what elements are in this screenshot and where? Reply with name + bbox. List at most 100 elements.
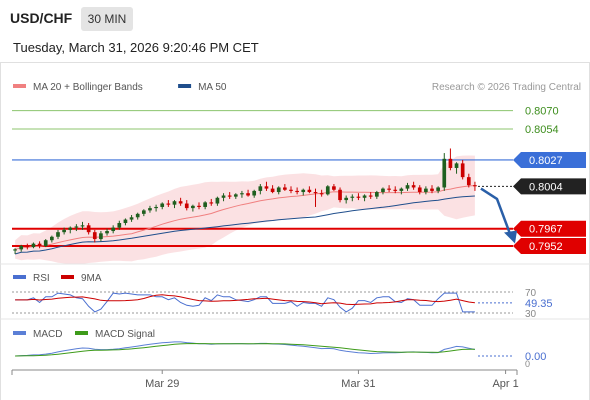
candle-body	[368, 195, 373, 197]
candle-body	[301, 189, 306, 193]
macd-last-value: 0.00	[525, 351, 546, 363]
legend-label-0: MA 20 + Bollinger Bands	[33, 82, 143, 93]
candle-body	[276, 187, 281, 193]
candle-body	[37, 243, 42, 246]
candle-body	[68, 227, 73, 230]
candle-body	[325, 186, 330, 195]
candle-body	[393, 189, 398, 191]
candle-body	[172, 201, 177, 205]
symbol-title: USD/CHF	[10, 10, 73, 26]
candle-body	[99, 233, 103, 240]
candle-body	[246, 193, 250, 196]
candle-body	[436, 187, 440, 191]
candle-body	[411, 185, 416, 188]
candle-body	[191, 205, 195, 209]
candle-body	[129, 217, 134, 220]
candle-body	[344, 197, 349, 201]
candle-body	[203, 202, 207, 207]
candle-body	[184, 203, 189, 209]
candle-body	[233, 194, 238, 197]
candle-body	[215, 197, 220, 204]
copyright-text: Research © 2026 Trading Central	[432, 82, 581, 93]
candle-body	[466, 177, 471, 186]
candle-body	[307, 189, 312, 193]
candle-body	[123, 219, 128, 224]
x-tick-label-Mar-31: Mar 31	[341, 378, 375, 390]
candle-body	[356, 196, 361, 198]
rsi-legend-label-0: RSI	[33, 273, 50, 284]
interval-badge[interactable]: 30 MIN	[81, 7, 133, 31]
candle-body	[209, 202, 214, 204]
candle-body	[154, 206, 158, 209]
candle-body	[399, 188, 404, 191]
candle-body	[270, 188, 275, 193]
level-0-8004-label: 0.8004	[529, 181, 563, 193]
candle-body	[221, 195, 226, 198]
candle-body	[166, 203, 171, 205]
candle-body	[50, 236, 54, 241]
candle-body	[74, 226, 79, 228]
rsi-last-value: 49.35	[525, 298, 553, 310]
candle-body	[31, 243, 36, 248]
candle-body	[295, 190, 299, 193]
legend-swatch-0	[13, 84, 26, 88]
candle-body	[19, 245, 24, 250]
macd-legend-label-0: MACD	[33, 329, 62, 340]
x-tick-label-Apr-1: Apr 1	[492, 378, 518, 390]
candle-body	[141, 210, 146, 214]
candle-body	[148, 208, 152, 211]
level-0-8004-tag	[513, 178, 586, 195]
candle-body	[442, 158, 447, 188]
rsi-ma-line	[15, 294, 475, 306]
candle-body	[319, 193, 324, 195]
candle-body	[105, 231, 109, 234]
candle-body	[338, 189, 342, 201]
candle-body	[362, 195, 367, 198]
candle-body	[460, 163, 465, 178]
candle-body	[227, 195, 232, 197]
candle-body	[56, 232, 60, 237]
level-0-8054-label: 0.8054	[525, 124, 559, 136]
candle-body	[405, 185, 410, 189]
rsi-legend-swatch-1	[61, 275, 74, 279]
candle-body	[62, 229, 66, 233]
legend-label-1: MA 50	[198, 82, 227, 93]
candle-body	[374, 192, 379, 197]
candle-body	[25, 245, 30, 248]
rsi-legend-swatch-0	[13, 275, 26, 279]
candle-body	[264, 186, 269, 189]
candle-body	[13, 249, 17, 251]
candle-body	[135, 213, 140, 218]
candle-body	[381, 188, 385, 193]
macd-signal-line	[15, 342, 475, 357]
candle-body	[117, 223, 122, 228]
macd-legend-swatch-1	[75, 331, 88, 335]
candle-body	[448, 158, 453, 168]
rsi-level-label-70: 70	[525, 288, 537, 299]
candle-body	[43, 240, 48, 246]
candle-body	[86, 225, 91, 233]
candle-body	[240, 193, 244, 195]
macd-zero-label: 0	[525, 359, 530, 369]
candle-body	[252, 190, 257, 196]
legend-swatch-1	[178, 84, 192, 88]
candle-body	[350, 196, 355, 198]
bollinger-band	[15, 155, 475, 264]
candle-body	[80, 225, 85, 227]
chart-header: USD/CHF 30 MIN Tuesday, March 31, 2026 9…	[0, 0, 590, 62]
candle-body	[283, 187, 287, 190]
candle-body	[197, 205, 201, 207]
level-0-7952-tag	[513, 237, 586, 254]
level-0-7967-label: 0.7967	[529, 224, 563, 236]
candle-body	[473, 185, 477, 187]
rsi-line	[15, 292, 475, 313]
candles-group	[13, 148, 477, 254]
rsi-legend-label-1: 9MA	[81, 273, 102, 284]
level-0-7967-tag	[513, 220, 586, 237]
candle-body	[258, 186, 263, 191]
level-0-8070-label: 0.8070	[525, 106, 559, 118]
chart-datetime: Tuesday, March 31, 2026 9:20:46 PM CET	[13, 40, 259, 55]
level-0-8027-tag	[513, 151, 586, 168]
ma20-line	[14, 185, 475, 250]
